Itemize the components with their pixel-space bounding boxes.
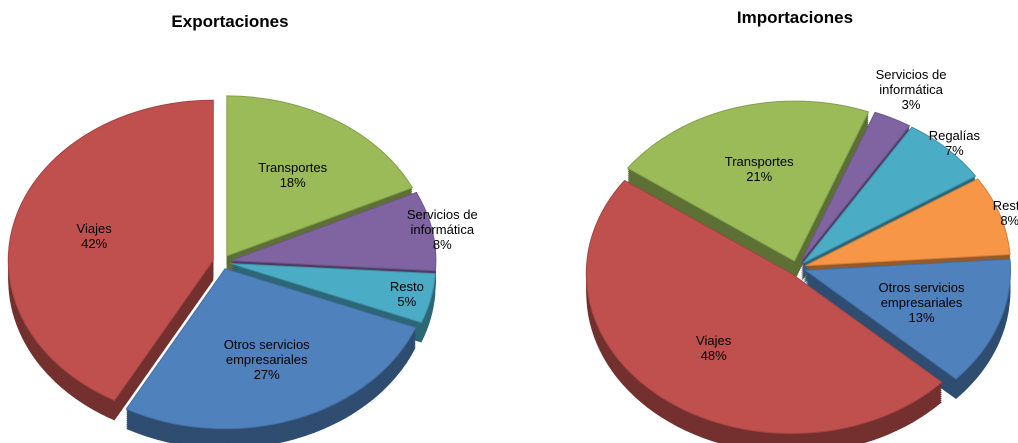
slice-value: 8% <box>432 236 452 252</box>
chart-title: Importaciones <box>736 8 854 27</box>
slice-value: 48% <box>700 348 727 363</box>
slice-label: Otros servicios empresariales <box>223 336 310 367</box>
slice <box>802 126 977 264</box>
slice-value: 8% <box>1000 212 1018 228</box>
slice-label: Otros servicios empresariales <box>878 279 965 310</box>
slice-value: 18% <box>279 174 306 190</box>
slice-label: Servicios de informática <box>406 206 478 237</box>
slice-label: Regalías <box>928 128 981 144</box>
slice-value: 7% <box>944 143 964 159</box>
slice <box>230 263 436 324</box>
slice-value: 42% <box>81 236 108 252</box>
slice-label: Resto <box>992 197 1018 213</box>
slice <box>800 111 911 262</box>
slice-value: 21% <box>746 169 773 185</box>
slice <box>7 99 214 402</box>
slice <box>804 258 1011 380</box>
slice-value: 3% <box>901 97 921 113</box>
slice-label: Transportes <box>724 154 794 170</box>
slice <box>125 268 417 430</box>
slice <box>585 179 943 435</box>
slice <box>226 95 414 257</box>
slice <box>230 191 437 272</box>
chart-title: Exportaciones <box>171 12 289 31</box>
slice-label: Transportes <box>258 159 328 175</box>
slice-value: 5% <box>397 294 417 310</box>
slice-label: Servicios de informática <box>875 67 947 98</box>
slice-value: 27% <box>253 366 280 382</box>
slice-label: Resto <box>389 279 424 295</box>
slice-value: 13% <box>908 309 935 325</box>
slice-label: Viajes <box>76 221 112 237</box>
slice <box>805 178 1011 267</box>
slice-label: Viajes <box>696 333 732 348</box>
slice <box>626 100 870 262</box>
